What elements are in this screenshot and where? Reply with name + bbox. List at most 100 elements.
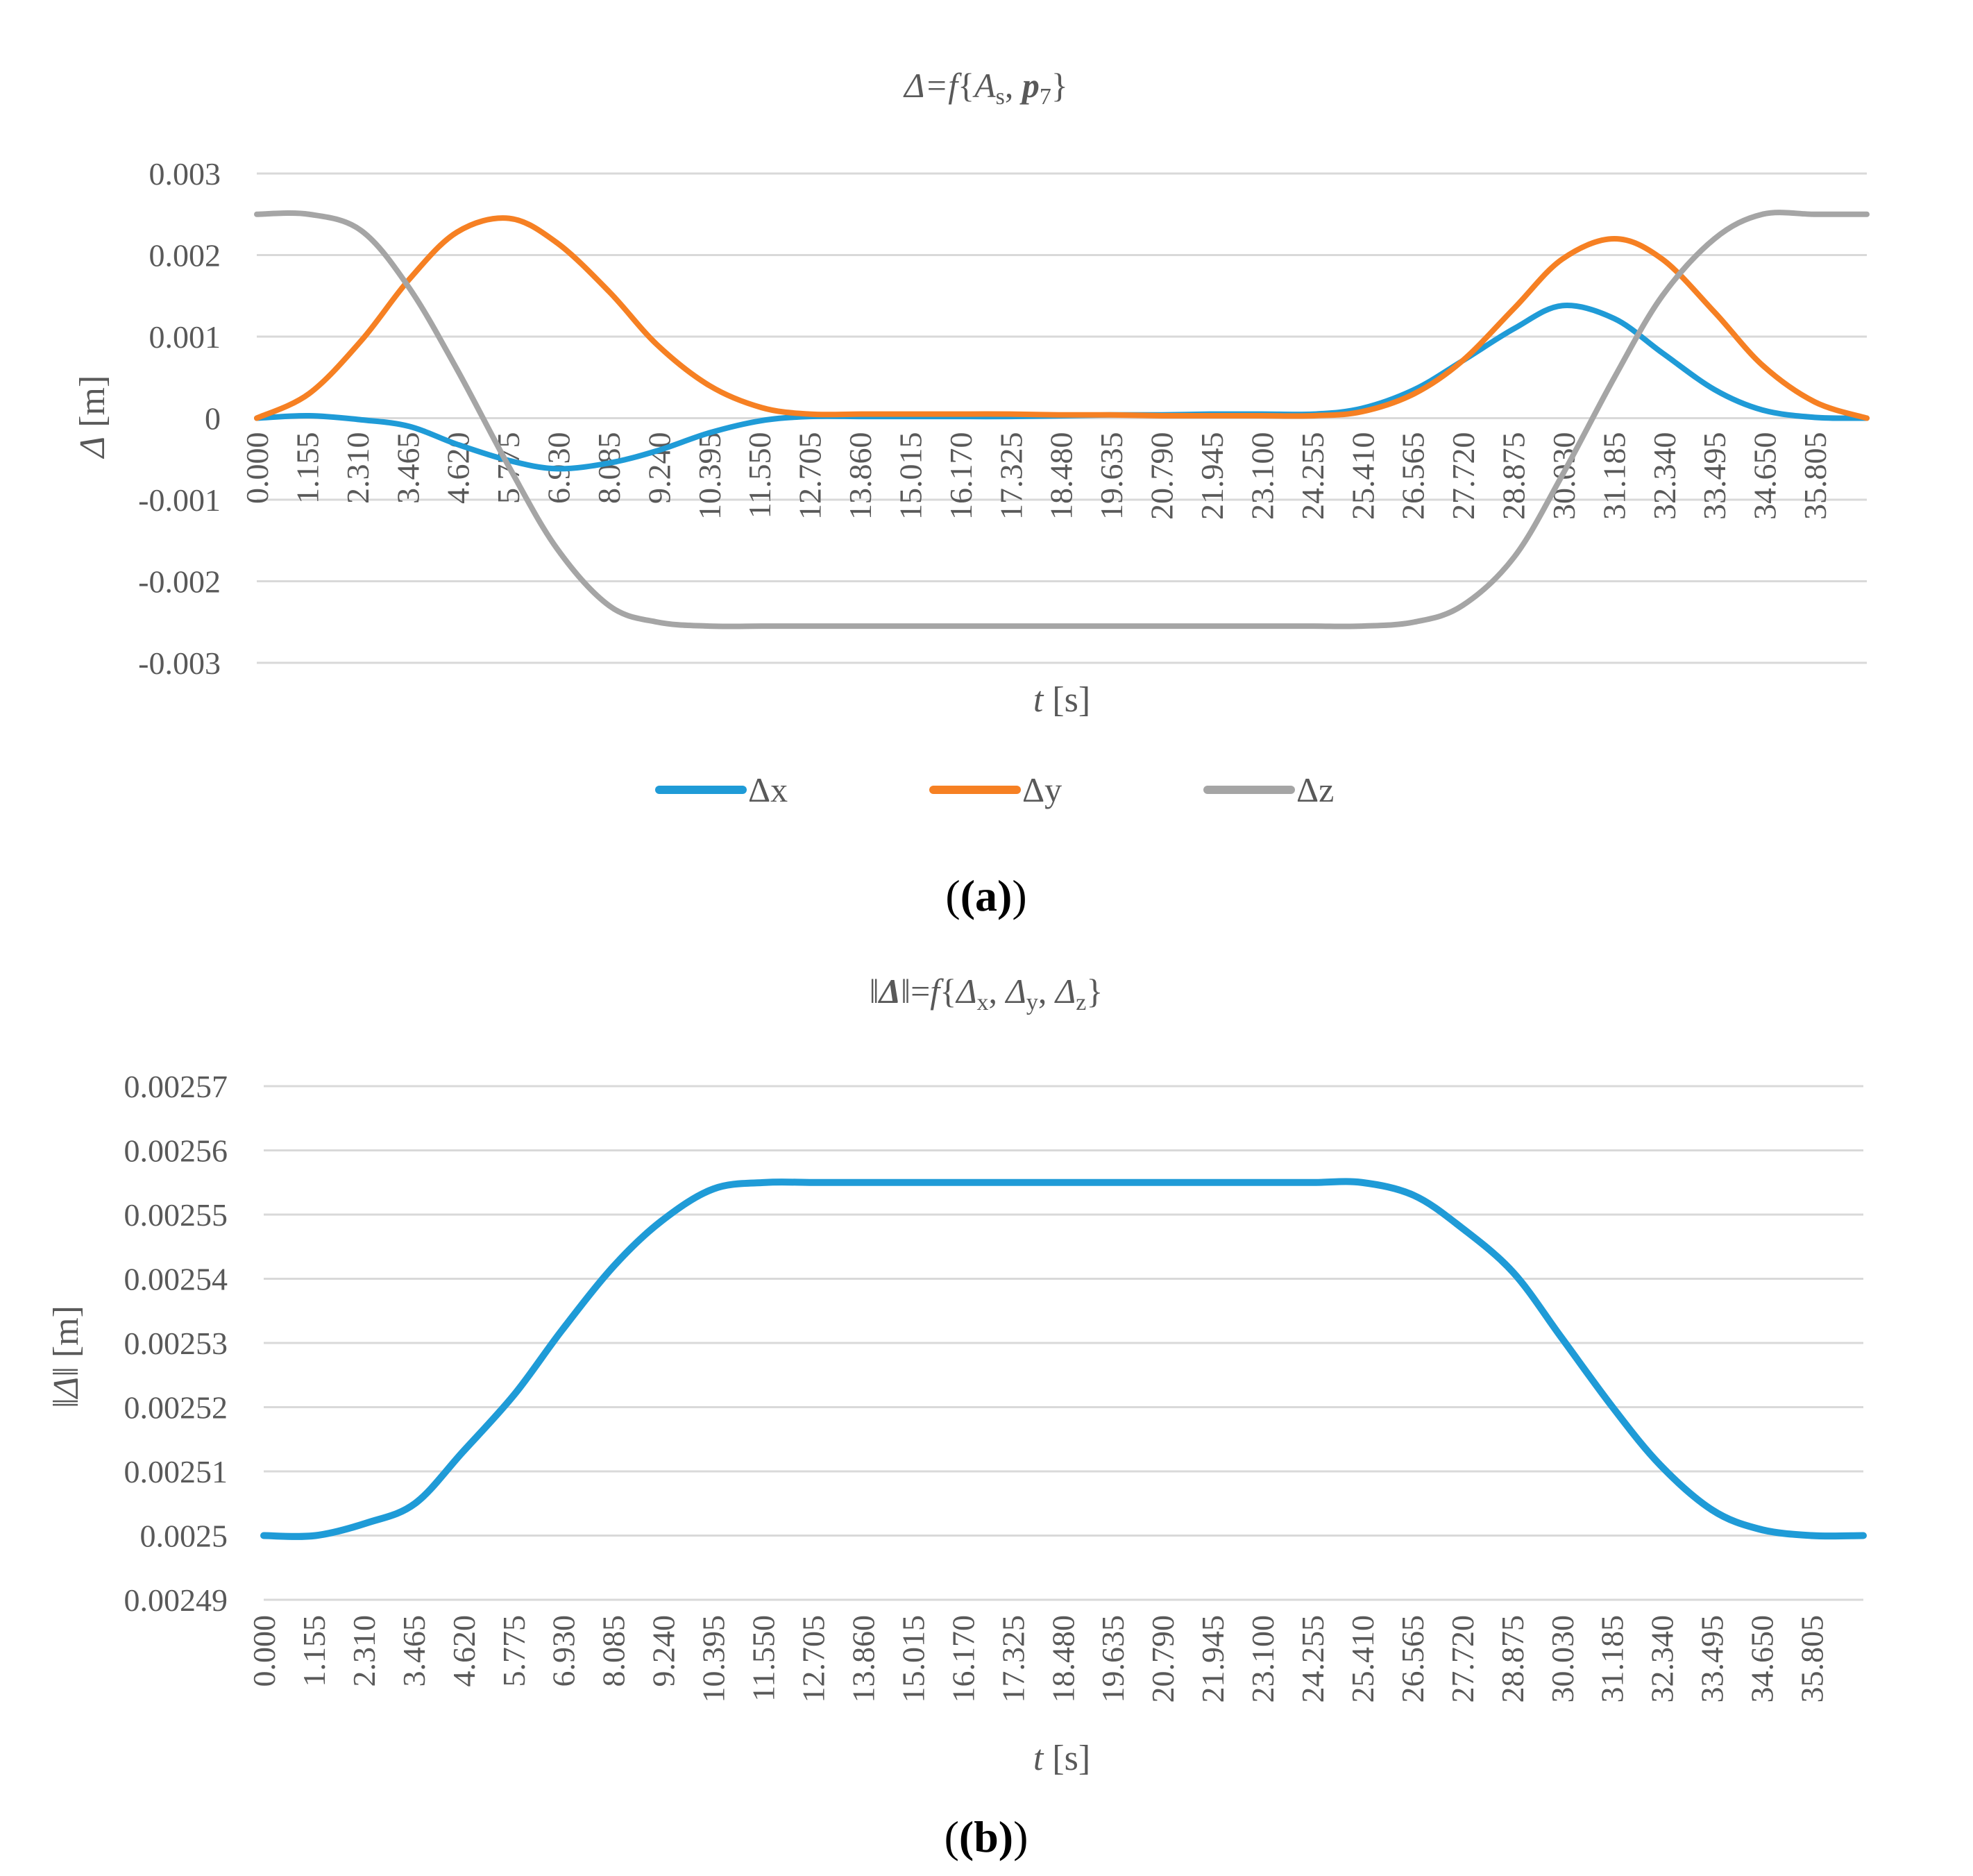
- x-tick-label: 20.790: [1145, 1615, 1180, 1703]
- x-tick-label: 31.185: [1595, 1615, 1630, 1703]
- x-tick-label: 27.720: [1446, 432, 1481, 521]
- series-line: [254, 215, 1870, 421]
- x-tick-label: 28.875: [1495, 1615, 1530, 1703]
- x-tick-label: 17.325: [995, 1615, 1031, 1703]
- x-tick-label: 20.790: [1144, 432, 1180, 521]
- x-tick-label: 18.480: [1044, 432, 1079, 521]
- chart-b-y-ticks: 0.00257 0.00256 0.00255 0.00254 0.00253 0.002…: [124, 1069, 228, 1618]
- chart-a-x-axis-label: t [s]: [1033, 680, 1090, 720]
- x-tick-label: 16.170: [945, 1615, 981, 1703]
- x-tick-label: 1.155: [289, 432, 325, 505]
- chart-a-title: Δ=f{As, p7}: [903, 66, 1068, 110]
- chart-a-y-axis-label: Δ [m]: [73, 375, 112, 459]
- x-tick-label: 34.650: [1745, 1615, 1780, 1703]
- x-tick-label: 26.565: [1395, 1615, 1430, 1703]
- x-tick-label: 26.565: [1396, 432, 1431, 521]
- x-tick-label: 19.635: [1095, 1615, 1131, 1703]
- y-tick-label: -0.002: [138, 564, 221, 600]
- y-tick-label: 0.001: [149, 319, 221, 355]
- x-tick-label: 25.410: [1345, 432, 1380, 521]
- y-tick-label: 0.00252: [124, 1390, 228, 1426]
- x-tick-label: 13.860: [845, 1615, 881, 1703]
- x-tick-label: 33.495: [1697, 432, 1732, 521]
- chart-b-x-axis-label: t [s]: [1033, 1739, 1090, 1778]
- x-tick-label: 33.495: [1695, 1615, 1730, 1703]
- x-tick-label: 2.310: [346, 1615, 382, 1687]
- y-tick-label: 0.00256: [124, 1133, 228, 1169]
- x-tick-label: 23.100: [1244, 432, 1280, 521]
- chart-b-y-axis-label: ‖Δ‖ [m]: [46, 1305, 86, 1408]
- x-tick-label: 32.340: [1647, 432, 1682, 521]
- x-tick-label: 6.930: [546, 1615, 582, 1687]
- y-tick-label: 0.0025: [140, 1519, 228, 1554]
- panel-label-b: ((b)): [945, 1812, 1028, 1861]
- panel-label-a: ((a)): [945, 871, 1026, 920]
- y-tick-label: 0.00253: [124, 1326, 228, 1361]
- legend-label-dy: Δy: [1022, 770, 1062, 809]
- x-tick-label: 12.705: [795, 1615, 831, 1703]
- chart-b: ‖Δ‖=f{Δx, Δy, Δz} 0.002570.002560.002550…: [46, 972, 1867, 1861]
- y-tick-label: 0.00249: [124, 1582, 228, 1618]
- series-line: [254, 210, 1870, 629]
- chart-b-title: ‖Δ‖=f{Δx, Δy, Δz}: [870, 972, 1103, 1015]
- x-tick-label: 9.240: [646, 1615, 681, 1687]
- x-tick-label: 0.000: [239, 432, 275, 505]
- x-tick-label: 21.945: [1195, 1615, 1230, 1703]
- x-tick-label: 8.085: [591, 432, 627, 505]
- x-tick-label: 35.805: [1797, 432, 1833, 521]
- x-tick-label: 35.805: [1795, 1615, 1830, 1703]
- x-tick-label: 21.945: [1194, 432, 1230, 521]
- x-tick-label: 15.015: [895, 1615, 931, 1703]
- x-tick-label: 27.720: [1445, 1615, 1480, 1703]
- chart-a-x-ticks: 0.000 1.155 2.310 3.465 4.620 5.775 6.930 8.085…: [239, 432, 1833, 521]
- x-tick-label: 9.240: [641, 432, 677, 505]
- x-tick-label: 12.705: [793, 432, 828, 521]
- chart-b-series: [260, 1178, 1867, 1540]
- x-tick-label: 23.100: [1245, 1615, 1280, 1703]
- y-tick-label: 0.00255: [124, 1197, 228, 1233]
- x-tick-label: 25.410: [1345, 1615, 1380, 1703]
- y-tick-label: -0.001: [138, 482, 221, 518]
- y-tick-label: 0.00251: [124, 1454, 228, 1489]
- x-tick-label: 0.000: [246, 1615, 282, 1687]
- x-tick-label: 3.465: [396, 1615, 432, 1687]
- x-tick-label: 1.155: [296, 1615, 332, 1687]
- x-tick-label: 24.255: [1295, 1615, 1330, 1703]
- x-tick-label: 3.465: [390, 432, 425, 505]
- x-tick-label: 4.620: [446, 1615, 482, 1687]
- x-tick-label: 16.170: [943, 432, 979, 521]
- x-tick-label: 19.635: [1094, 432, 1129, 521]
- chart-b-x-ticks: 0.000 1.155 2.310 3.465 4.620 5.775 6.930 8.085…: [246, 1615, 1830, 1703]
- x-tick-label: 11.550: [742, 432, 777, 519]
- legend-label-dx: Δx: [748, 770, 788, 809]
- x-tick-label: 10.395: [696, 1615, 731, 1703]
- y-tick-label: 0.003: [149, 156, 221, 192]
- y-tick-label: -0.003: [138, 645, 221, 681]
- x-tick-label: 11.550: [746, 1615, 781, 1702]
- chart-a-y-ticks: 0.003 0.002 0.001 0 -0.001 -0.002 -0.003: [138, 156, 221, 681]
- chart-a-series: [254, 210, 1870, 629]
- x-tick-label: 28.875: [1496, 432, 1532, 521]
- x-tick-label: 31.185: [1596, 432, 1632, 521]
- x-tick-label: 30.030: [1545, 1615, 1580, 1703]
- x-tick-label: 5.775: [496, 1615, 532, 1687]
- x-tick-label: 15.015: [892, 432, 928, 521]
- x-tick-label: 18.480: [1045, 1615, 1081, 1703]
- y-tick-label: 0: [205, 401, 221, 437]
- x-tick-label: 8.085: [596, 1615, 632, 1687]
- y-tick-label: 0.002: [149, 238, 221, 273]
- x-tick-label: 17.325: [993, 432, 1028, 521]
- chart-b-gridlines: [264, 1085, 1863, 1601]
- y-tick-label: 0.00257: [124, 1069, 228, 1104]
- x-tick-label: 2.310: [340, 432, 375, 505]
- x-tick-label: 10.395: [692, 432, 727, 521]
- chart-a-legend: Δx Δy Δz: [655, 770, 1334, 809]
- x-tick-label: 34.650: [1747, 432, 1783, 521]
- x-tick-label: 32.340: [1645, 1615, 1680, 1703]
- chart-a: Δ=f{As, p7} 0.003 0.002 0.001 0 -0.001 -0.002…: [73, 66, 1870, 920]
- series-line: [260, 1178, 1867, 1540]
- legend-label-dz: Δz: [1296, 770, 1334, 809]
- y-tick-label: 0.00254: [124, 1262, 228, 1297]
- x-tick-label: 24.255: [1295, 432, 1330, 521]
